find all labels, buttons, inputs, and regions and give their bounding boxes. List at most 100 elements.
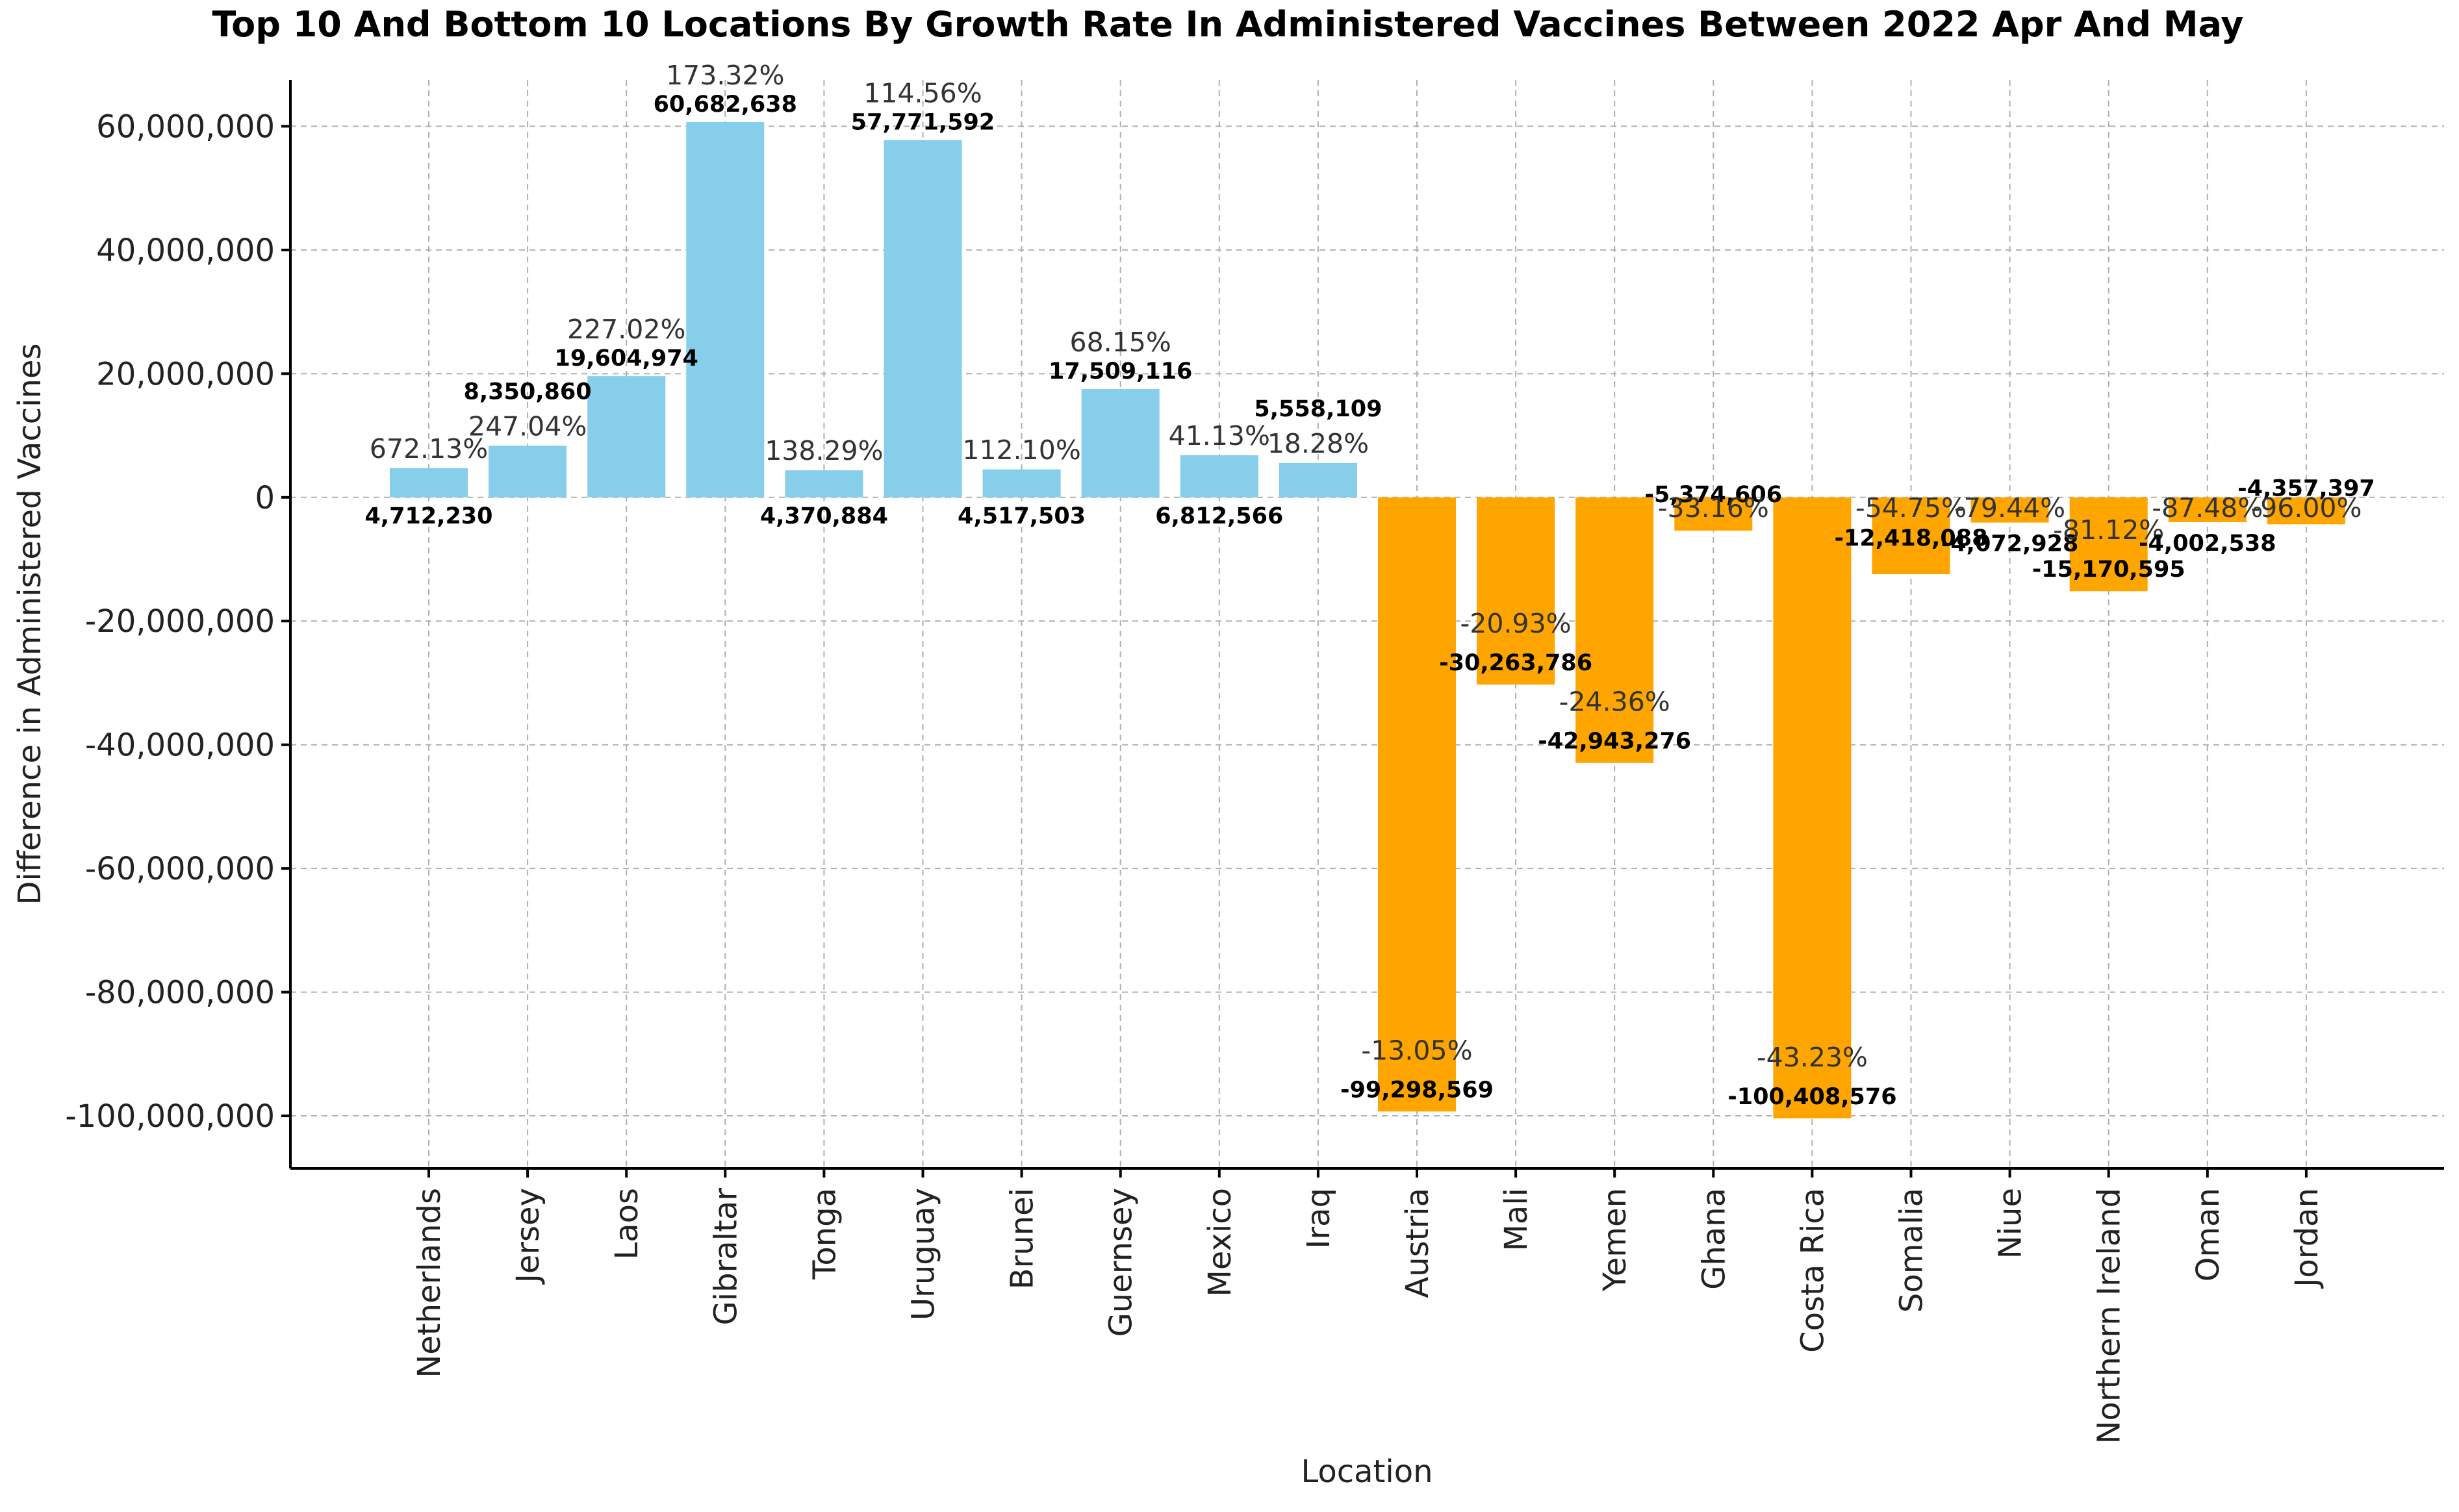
bar-jersey <box>489 446 567 498</box>
growth-rate-label: 672.13% <box>370 433 488 464</box>
growth-rate-label: 18.28% <box>1268 428 1369 459</box>
value-label: 60,682,638 <box>654 92 797 118</box>
value-label: 8,350,860 <box>464 379 592 405</box>
bar-niue <box>1970 497 2049 523</box>
x-tick-label: Laos <box>609 1188 645 1260</box>
bar-mali <box>1477 497 1555 685</box>
bar-brunei <box>982 469 1061 498</box>
y-tick-label: -80,000,000 <box>85 975 275 1011</box>
x-tick-label: Oman <box>2190 1188 2226 1281</box>
value-label: -5,374,606 <box>1645 482 1783 508</box>
x-tick-layer: Netherlands Jersey Laos Gibraltar Tonga Urugu… <box>411 1168 2325 1444</box>
value-label: 4,517,503 <box>958 503 1086 529</box>
value-label: -30,263,786 <box>1439 650 1592 676</box>
x-tick-label: Tonga <box>806 1188 843 1280</box>
growth-rate-label: -81.12% <box>2053 514 2164 546</box>
y-tick-label: -40,000,000 <box>85 727 275 764</box>
y-tick-label: 0 <box>255 480 275 516</box>
y-tick-label: -20,000,000 <box>85 603 275 640</box>
value-label: -4,357,397 <box>2237 475 2375 501</box>
x-tick-label: Brunei <box>1004 1188 1041 1289</box>
axis-layer <box>289 80 2444 1170</box>
bar-northern-ireland <box>2069 497 2148 592</box>
value-label: -15,170,595 <box>2032 557 2185 583</box>
value-label: -4,072,928 <box>1941 531 2079 557</box>
growth-rate-label: -20.93% <box>1460 608 1572 639</box>
bar-yemen <box>1575 497 1654 763</box>
value-label: -99,298,569 <box>1340 1077 1494 1103</box>
value-label: 5,558,109 <box>1254 396 1382 422</box>
growth-rate-label: 68.15% <box>1070 327 1171 358</box>
bar-jordan <box>2267 497 2345 525</box>
chart-title: Top 10 And Bottom 10 Locations By Growth… <box>212 4 2244 45</box>
bar-netherlands <box>390 468 468 498</box>
x-axis-title: Location <box>1301 1454 1433 1490</box>
value-label: -4,002,538 <box>2139 531 2276 557</box>
x-tick-label: Austria <box>1399 1188 1436 1298</box>
x-tick-label: Ghana <box>1696 1188 1732 1290</box>
x-tick-label: Costa Rica <box>1794 1188 1831 1353</box>
x-tick-label: Somalia <box>1894 1188 1930 1313</box>
x-tick-label: Yemen <box>1597 1188 1633 1292</box>
bar-gibraltar <box>686 121 765 498</box>
value-label: 4,712,230 <box>364 503 492 529</box>
y-tick-label: -100,000,000 <box>65 1098 275 1135</box>
value-label: -12,418,088 <box>1835 525 1988 551</box>
growth-rate-label: -96.00% <box>2250 492 2362 523</box>
y-axis-title: Difference in Administered Vaccines <box>12 344 48 905</box>
value-label: 6,812,566 <box>1155 503 1283 529</box>
x-tick-label: Uruguay <box>906 1188 942 1320</box>
bar-ghana <box>1674 497 1753 531</box>
label-layer: 4,712,230 672.13% 8,350,860 247.04% 19,604,9… <box>364 60 2375 1110</box>
y-tick-label: 20,000,000 <box>96 356 275 392</box>
bar-costa-rica <box>1773 497 1852 1118</box>
growth-rate-label: -24.36% <box>1559 687 1670 718</box>
y-tick-label: 40,000,000 <box>96 233 275 269</box>
growth-rate-label: -43.23% <box>1757 1042 1868 1073</box>
x-tick-label: Northern Ireland <box>2091 1188 2128 1444</box>
growth-rate-label: -54.75% <box>1855 492 1967 523</box>
growth-rate-label: 41.13% <box>1169 420 1270 451</box>
value-label: 57,771,592 <box>851 110 995 136</box>
y-tick-label: -60,000,000 <box>85 851 275 887</box>
bar-mexico <box>1180 455 1258 498</box>
growth-rate-label: -13.05% <box>1361 1035 1472 1066</box>
bar-oman <box>2168 497 2247 522</box>
value-label: -42,943,276 <box>1538 729 1691 755</box>
x-tick-label: Mali <box>1498 1188 1535 1252</box>
bar-austria <box>1378 497 1456 1112</box>
x-tick-label: Niue <box>1993 1188 2029 1259</box>
bar-tonga <box>785 470 863 498</box>
growth-rate-label: 114.56% <box>863 78 982 109</box>
value-label: 17,509,116 <box>1049 359 1192 384</box>
value-label: 19,604,974 <box>554 346 698 372</box>
growth-rate-label: -33.16% <box>1658 492 1769 523</box>
growth-rate-label: 247.04% <box>468 410 587 442</box>
bar-guernsey <box>1081 389 1160 498</box>
bar-laos <box>587 376 666 498</box>
x-tick-label: Guernsey <box>1103 1188 1140 1337</box>
growth-rate-label: -79.44% <box>1954 492 2065 523</box>
x-tick-label: Mexico <box>1202 1188 1238 1297</box>
bar-layer <box>390 121 2345 1118</box>
value-label: -100,408,576 <box>1727 1084 1896 1110</box>
x-tick-label: Netherlands <box>411 1188 448 1378</box>
x-tick-label: Jersey <box>510 1188 546 1285</box>
bar-uruguay <box>884 140 962 498</box>
grid-layer <box>290 80 2444 1168</box>
bar-iraq <box>1279 462 1357 498</box>
y-tick-layer: 60,000,000 40,000,000 20,000,000 0 -20,000,0… <box>65 108 290 1135</box>
growth-rate-label: 138.29% <box>765 435 883 466</box>
x-tick-label: Gibraltar <box>707 1188 744 1326</box>
x-tick-label: Iraq <box>1301 1188 1337 1249</box>
growth-rate-label: 173.32% <box>666 60 784 91</box>
value-label: 4,370,884 <box>760 503 888 529</box>
y-tick-label: 60,000,000 <box>96 108 275 145</box>
growth-rate-label: -87.48% <box>2152 492 2263 523</box>
growth-rate-label: 227.02% <box>567 314 685 345</box>
x-tick-label: Jordan <box>2289 1188 2325 1289</box>
growth-rate-label: 112.10% <box>962 435 1080 466</box>
bar-somalia <box>1872 497 1950 575</box>
